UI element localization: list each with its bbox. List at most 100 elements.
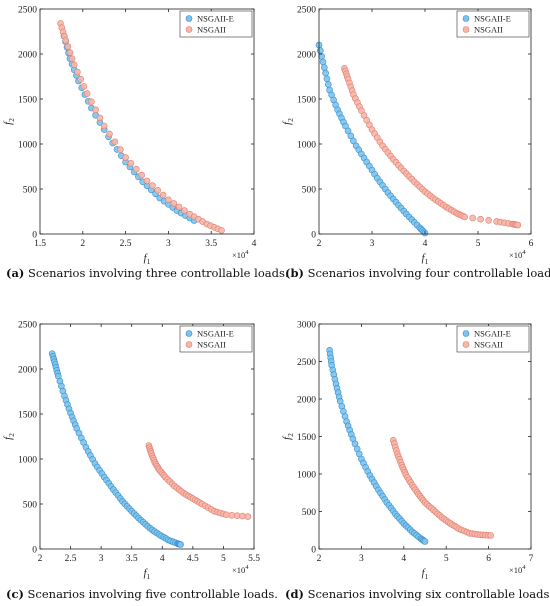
legend-marker-nsgaii [462,26,470,33]
legend-box [179,10,253,38]
legend-label-nsgaii-e: NSGAII-E [197,329,234,339]
data-point [323,75,331,83]
data-point [111,138,119,146]
y-tick-label: 1500 [18,411,37,421]
legend-marker-nsgaii [185,26,193,33]
data-point [244,513,252,520]
y-tick-label: 500 [23,501,38,511]
x-tick-label: 2 [317,554,322,564]
data-point [64,43,72,50]
legend-marker-nsgaii-e [185,330,193,337]
series-nsgaii-e [315,41,429,237]
caption-c: (c) Scenarios involving five controllabl… [6,587,278,601]
data-point [77,75,84,83]
y-tick-label: 2000 [18,366,37,376]
y-tick-label: 2000 [18,51,37,61]
data-point [133,165,140,173]
x-exponent-label: ×104 [509,249,526,260]
data-point [80,83,88,90]
data-point [154,187,161,194]
y-axis-label: f2 [3,433,16,440]
data-point [218,227,225,234]
legend-label-nsgaii: NSGAII [474,25,503,35]
y-tick-label: 1000 [18,141,37,151]
data-point [175,203,183,211]
data-point [66,49,74,56]
data-point [88,98,95,105]
chart-b: 2 3 4 5 6 0 500 1000 1500 2000 2500 ×104 f1 f2 NSGAII-… [282,6,534,267]
x-tick-label: 2.5 [65,554,77,564]
legend-box [456,325,530,353]
x-tick-label: 7 [529,554,534,564]
series-nsgaii [145,442,252,520]
x-axis-label: f1 [422,568,429,581]
data-point [143,177,151,185]
series-nsgaii-e [326,346,429,545]
data-point [122,154,129,161]
data-point [117,146,124,153]
axes-box [318,8,532,235]
series-nsgaii-e [48,350,184,548]
x-tick-label: 3 [370,239,375,249]
x-tick-label: 3 [166,239,171,249]
y-tick-label: 0 [311,546,316,556]
data-point [83,90,91,97]
x-tick-label: 5 [221,554,226,564]
data-point [74,68,81,76]
data-point [149,182,156,189]
data-point [316,47,324,54]
x-tick-label: 5 [444,554,449,564]
data-point [165,196,172,204]
data-point [320,64,328,71]
x-tick-label: 6 [486,554,491,564]
axes-box [39,8,255,235]
legend-marker-nsgaii [185,341,193,348]
axes-box [39,323,255,550]
y-tick-label: 2500 [297,358,316,368]
y-axis-label: f2 [282,433,295,440]
data-point [96,114,104,122]
y-axis-label: f2 [282,118,295,125]
data-point [324,81,332,88]
data-point [487,532,495,539]
y-tick-label: 2500 [18,321,37,331]
series-nsgaii [57,20,225,234]
x-tick-label: 3 [99,554,104,564]
x-axis-label: f1 [422,253,429,266]
data-point [127,160,135,167]
data-point [469,214,477,222]
y-tick-label: 2000 [297,396,316,406]
x-tick-label: 5.5 [248,554,260,564]
data-point [461,213,469,221]
x-tick-label: 2 [38,554,43,564]
y-tick-label: 2500 [297,6,316,16]
data-point [319,58,327,66]
caption-b: (b) Scenarios involving four controllabl… [285,266,550,280]
chart-d: 2 3 4 5 6 7 0 500 1000 1500 2000 2500 3000 ×104 f1 f2 NS… [282,321,534,582]
data-point [70,61,78,69]
x-tick-label: 4 [401,554,406,564]
x-tick-label: 4 [160,554,165,564]
data-point [350,137,357,145]
data-point [177,541,184,548]
legend-label-nsgaii: NSGAII [197,25,226,35]
data-point [228,511,236,519]
data-point [106,130,113,138]
chart-a: 1.5 2 2.5 3 3.5 4 0 500 1000 1500 2000 2500 ×104 f1 f2… [3,6,257,267]
data-point [92,106,99,114]
legend-marker-nsgaii-e [462,15,470,22]
y-tick-label: 1000 [297,471,316,481]
x-tick-label: 1.5 [34,239,46,249]
data-point [138,171,145,179]
y-tick-label: 1500 [297,96,316,106]
data-point [62,37,69,44]
x-exponent-label: ×104 [509,564,526,575]
data-point [159,191,167,199]
y-tick-label: 2500 [18,6,37,16]
x-tick-label: 4 [423,239,428,249]
x-tick-label: 2 [80,239,85,249]
data-point [477,215,484,223]
data-point [485,217,492,224]
